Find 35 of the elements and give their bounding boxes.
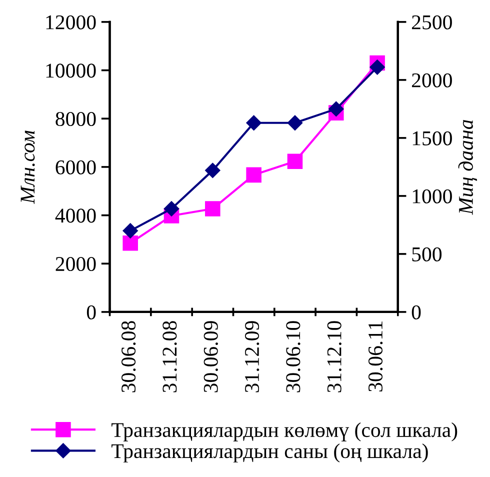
x-tick-label: 30.06.11 — [368, 322, 383, 392]
x-tick-label: 30.06.10 — [286, 321, 300, 392]
y2-tick-label: 2500 — [412, 15, 452, 30]
point — [328, 101, 344, 117]
y-tick-label: 10000 — [46, 64, 96, 78]
point — [205, 162, 220, 178]
y-tick-label: 12000 — [46, 15, 96, 30]
point — [205, 201, 220, 216]
point — [246, 167, 262, 183]
x-tick-label: 31.12.09 — [244, 321, 260, 392]
y2-tick-label: 0 — [412, 305, 421, 320]
y-tick-label: 2000 — [56, 256, 96, 272]
x-tick-label: 31.12.10 — [327, 321, 342, 392]
y-axis-title: Млн.сом — [20, 130, 35, 204]
point — [246, 115, 262, 130]
point — [287, 154, 303, 170]
y-tick-label: 8000 — [56, 112, 96, 126]
legend-label: Транзакциялардын көлөмү (сол шкала) — [112, 422, 458, 442]
point — [122, 235, 138, 251]
point — [287, 115, 303, 130]
x-tick-label: 30.06.08 — [121, 321, 136, 392]
y2-tick-label: 1000 — [412, 189, 452, 204]
y2-tick-label: 500 — [412, 247, 442, 262]
y-tick-label: 4000 — [55, 208, 96, 223]
x-tick-label: 31.12.08 — [162, 321, 177, 392]
point — [370, 60, 385, 75]
point — [164, 201, 180, 216]
y2-tick-label: 2000 — [412, 73, 452, 88]
legend-label: Транзакциялардын саны (оң шкала) — [112, 444, 428, 462]
x-tick-label: 30.06.09 — [204, 321, 218, 392]
y-tick-label: 0 — [86, 305, 96, 320]
y-tick-label: 6000 — [56, 160, 96, 174]
point — [122, 223, 138, 238]
y2-axis-title: Миң даана — [458, 120, 477, 215]
y2-tick-label: 1500 — [412, 131, 452, 146]
